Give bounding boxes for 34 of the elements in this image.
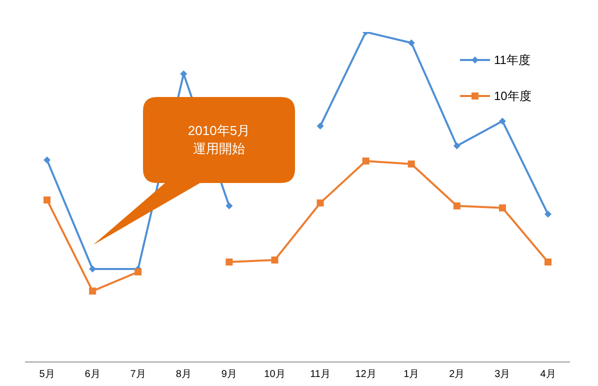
x-tick-label: 6月 <box>84 369 100 380</box>
point <box>498 118 506 125</box>
x-tick-label: 9月 <box>221 369 237 380</box>
x-tick-label: 10月 <box>264 369 286 380</box>
x-tick-label: 8月 <box>176 369 192 380</box>
annotation: 運用開始 <box>193 140 245 158</box>
point <box>453 142 460 150</box>
x-tick-label: 12月 <box>355 369 376 380</box>
point <box>498 204 506 212</box>
point <box>134 268 142 276</box>
legend-label: 11年度 <box>494 52 530 68</box>
point <box>44 196 50 204</box>
point <box>226 258 233 266</box>
legend-label: 10年度 <box>494 88 532 104</box>
point <box>408 39 415 46</box>
point <box>226 202 233 210</box>
x-tick-label: 2月 <box>449 369 465 380</box>
point <box>453 202 460 210</box>
point <box>271 256 278 264</box>
x-tick-label: 4月 <box>540 369 556 380</box>
x-tick-label: 5月 <box>39 369 55 380</box>
point <box>316 199 324 206</box>
x-tick-label: 1月 <box>404 369 420 380</box>
point <box>44 156 50 164</box>
point <box>408 160 415 168</box>
point <box>544 258 552 266</box>
point <box>362 158 370 165</box>
x-tick-label: 7月 <box>130 369 146 380</box>
point <box>89 288 96 295</box>
point <box>544 210 552 218</box>
annotation: 2010年5月 <box>188 122 250 140</box>
point <box>316 122 324 130</box>
x-tick-label: 11月 <box>310 369 330 380</box>
x-tick-label: 3月 <box>494 369 510 380</box>
